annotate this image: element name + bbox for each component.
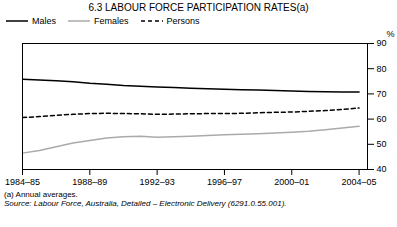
svg-text:2000–01: 2000–01 — [274, 177, 309, 187]
html-text:Females: Females — [94, 15, 129, 26]
svg-text:50: 50 — [377, 139, 387, 149]
html-text:(a) Annual averages.: (a) Annual averages. — [4, 190, 78, 199]
html-text:Source: Labour Force, Australi: Source: Labour Force, Australia, Detaile… — [4, 199, 287, 208]
svg-text:2004–05: 2004–05 — [342, 177, 377, 187]
svg-text:1996–97: 1996–97 — [207, 177, 242, 187]
svg-text:70: 70 — [377, 89, 387, 99]
html-text:Persons: Persons — [166, 15, 200, 26]
svg-text:90: 90 — [377, 38, 387, 48]
html-text:6.3 LABOUR FORCE PARTICIPATION: 6.3 LABOUR FORCE PARTICIPATION RATES(a) — [88, 2, 309, 13]
svg-text:%: % — [386, 29, 394, 39]
svg-text:40: 40 — [377, 164, 387, 174]
html-text:Males: Males — [32, 15, 56, 26]
svg-text:60: 60 — [377, 114, 387, 124]
svg-text:1984–85: 1984–85 — [5, 177, 40, 187]
svg-text:1988–89: 1988–89 — [72, 177, 107, 187]
svg-text:1992–93: 1992–93 — [140, 177, 175, 187]
svg-text:80: 80 — [377, 64, 387, 74]
